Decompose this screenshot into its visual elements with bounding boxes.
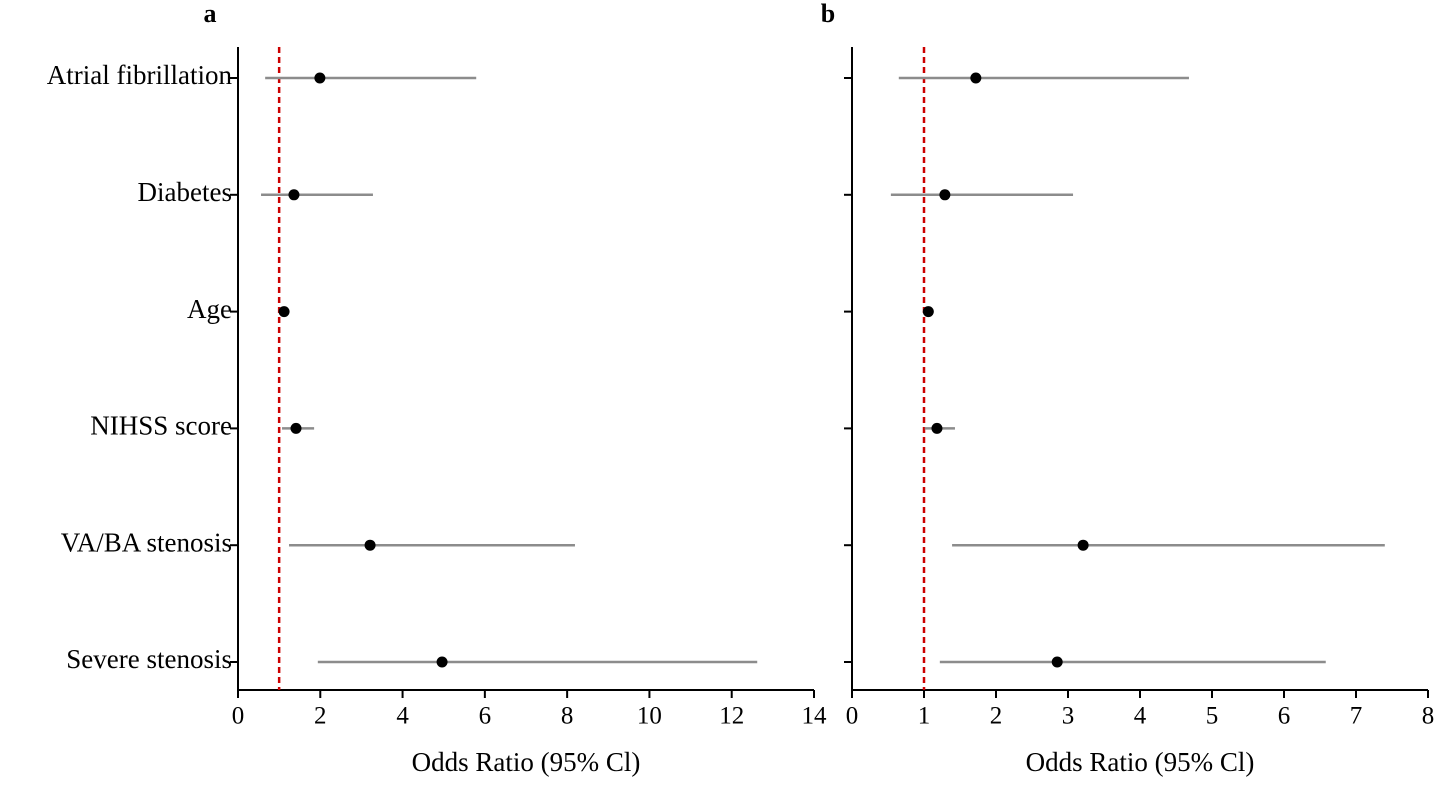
x-tick-label: 8: [1422, 703, 1435, 730]
x-tick-label: 1: [918, 703, 931, 730]
x-tick-label: 7: [1350, 703, 1363, 730]
odds-ratio-point: [939, 189, 951, 201]
x-tick-label: 3: [1062, 703, 1075, 730]
x-tick-label: 4: [1134, 703, 1147, 730]
y-tick-label: Severe stenosis: [66, 644, 232, 674]
x-tick-label: 8: [561, 703, 574, 730]
odds-ratio-point: [931, 422, 943, 434]
y-tick-label: Atrial fibrillation: [47, 60, 233, 90]
odds-ratio-point: [290, 422, 302, 434]
odds-ratio-point: [436, 656, 448, 668]
panel-label: a: [204, 0, 217, 28]
odds-ratio-point: [1077, 539, 1089, 551]
odds-ratio-point: [970, 72, 982, 84]
x-tick-label: 0: [232, 703, 245, 730]
y-tick-label: Diabetes: [138, 177, 232, 207]
x-axis-label: Odds Ratio (95% Cl): [1026, 747, 1255, 777]
x-tick-label: 4: [396, 703, 409, 730]
odds-ratio-point: [364, 539, 376, 551]
x-tick-label: 2: [990, 703, 1003, 730]
odds-ratio-point: [314, 72, 326, 84]
y-tick-label: VA/BA stenosis: [61, 527, 232, 557]
x-tick-label: 14: [802, 703, 828, 730]
x-tick-label: 12: [719, 703, 744, 730]
odds-ratio-point: [278, 306, 290, 318]
x-tick-label: 5: [1206, 703, 1219, 730]
x-tick-label: 0: [846, 703, 859, 730]
y-tick-label: NIHSS score: [90, 411, 232, 441]
y-tick-label: Age: [187, 294, 232, 324]
x-tick-label: 2: [314, 703, 327, 730]
odds-ratio-point: [288, 189, 300, 201]
odds-ratio-point: [1051, 656, 1063, 668]
panel-label: b: [821, 0, 835, 28]
odds-ratio-point: [922, 306, 934, 318]
x-tick-label: 6: [479, 703, 492, 730]
x-tick-label: 6: [1278, 703, 1291, 730]
x-tick-label: 10: [637, 703, 662, 730]
x-axis-label: Odds Ratio (95% Cl): [412, 747, 641, 777]
